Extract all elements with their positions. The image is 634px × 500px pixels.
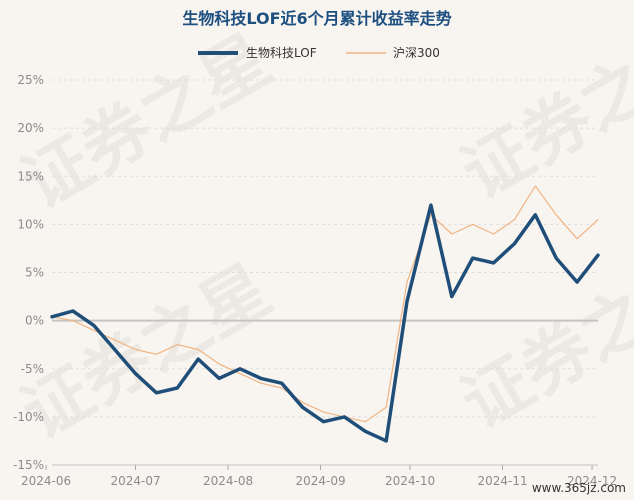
x-tick-label: 2024-06	[21, 474, 71, 488]
watermark-text: 证券之星	[9, 20, 284, 224]
watermark-text: 证券之星	[449, 240, 634, 444]
x-tick-label: 2024-09	[295, 474, 345, 488]
x-tick-label: 2024-12	[567, 474, 617, 488]
y-tick-label: -10%	[13, 410, 44, 424]
series-line-index	[51, 185, 599, 423]
x-tick-label: 2024-11	[477, 474, 527, 488]
y-axis: 25% 20% 15% 10% 5% 0% -5% -10% -15%	[13, 73, 44, 472]
chart-title: 生物科技LOF近6个月累计收益率走势	[182, 9, 451, 28]
y-tick-label: 5%	[25, 266, 44, 280]
watermark-text: 证券之星	[449, 10, 634, 214]
legend-label-index: 沪深300	[393, 46, 440, 60]
legend: 生物科技LOF 沪深300	[198, 46, 440, 60]
series-layer	[50, 185, 600, 443]
y-tick-label: 0%	[25, 314, 44, 328]
y-tick-label: 15%	[17, 169, 44, 183]
y-tick-label: -5%	[21, 362, 44, 376]
watermark-url: www.365jz.com	[532, 481, 626, 495]
series-line-fund	[50, 203, 600, 443]
watermark-layer: 证券之星 证券之星 证券之星 证券之星	[9, 10, 634, 454]
y-tick-label: 25%	[17, 73, 44, 87]
y-tick-label: 20%	[17, 121, 44, 135]
x-tick-label: 2024-08	[203, 474, 253, 488]
x-tick-label: 2024-07	[110, 474, 160, 488]
legend-label-fund: 生物科技LOF	[246, 46, 317, 60]
x-tick-label: 2024-10	[385, 474, 435, 488]
y-tick-label: -15%	[13, 458, 44, 472]
grid	[52, 79, 598, 466]
y-tick-label: 10%	[17, 217, 44, 231]
x-axis: 2024-06 2024-07 2024-08 2024-09 2024-10 2024-…	[21, 464, 617, 488]
